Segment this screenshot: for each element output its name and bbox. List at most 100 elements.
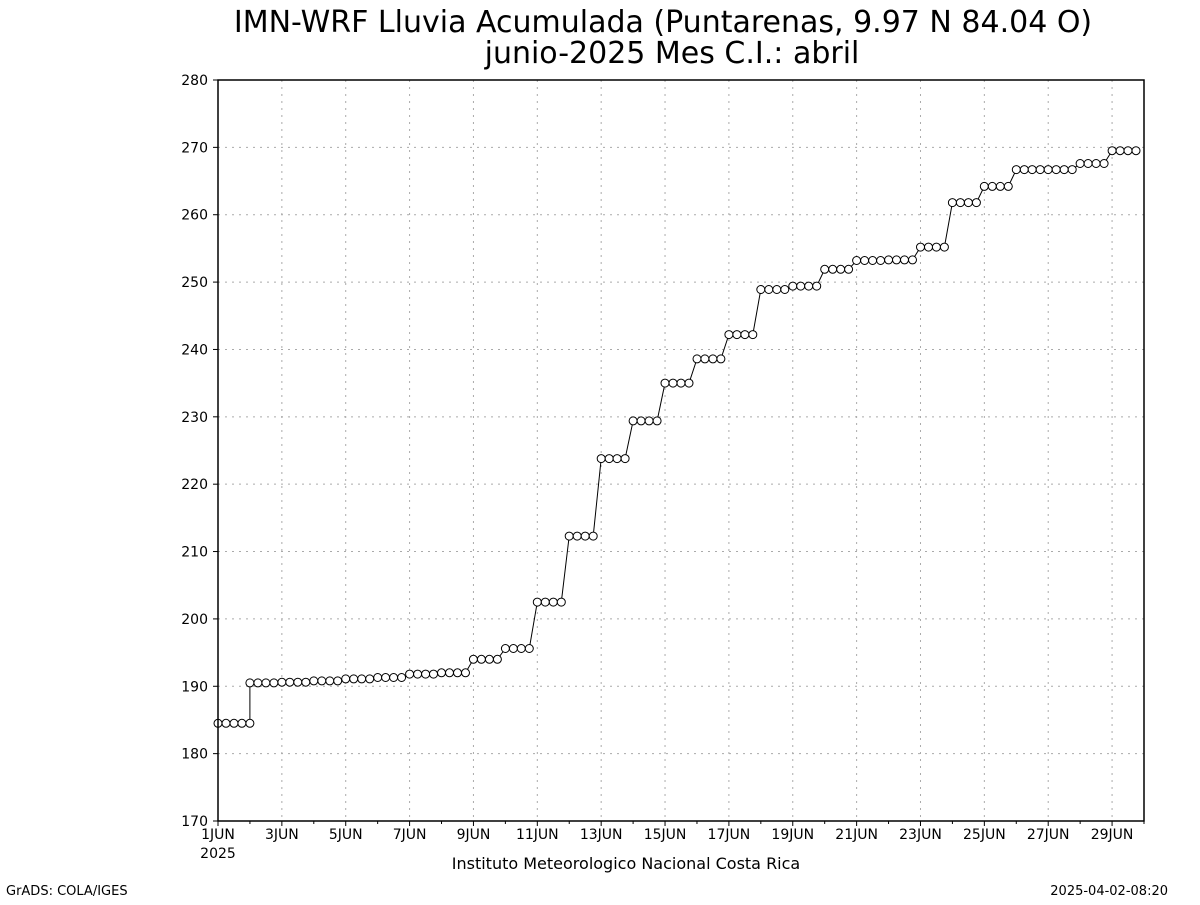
data-point (588, 531, 598, 541)
data-point (1027, 165, 1037, 175)
data-point (453, 668, 462, 678)
data-point (572, 531, 582, 541)
data-point (508, 644, 518, 653)
data-point (445, 668, 454, 678)
data-point (1067, 165, 1077, 175)
data-point (628, 416, 638, 426)
data-point (580, 531, 590, 541)
data-point (349, 674, 359, 684)
series-layer (213, 146, 1141, 728)
x-tick-label: 21JUN (835, 827, 878, 843)
data-point (931, 242, 941, 252)
data-point (333, 676, 343, 686)
data-point (596, 454, 606, 464)
data-point (1115, 146, 1125, 156)
footer-software: GrADS: COLA/IGES (6, 884, 128, 899)
data-point (1035, 165, 1045, 175)
data-point (900, 255, 909, 265)
x-tick-label: 7JUN (393, 827, 427, 843)
x-tick-label: 11JUN (516, 827, 559, 843)
data-point (772, 285, 782, 294)
data-point (939, 242, 949, 252)
y-tick-label: 250 (181, 275, 208, 291)
x-tick-label: 17JUN (708, 827, 751, 843)
y-tick-label: 190 (181, 679, 208, 695)
data-point (676, 378, 686, 388)
data-point (500, 644, 510, 653)
data-point (884, 255, 894, 265)
data-point (1131, 146, 1141, 156)
data-point (492, 654, 502, 664)
data-point (1019, 165, 1029, 175)
data-point (1051, 165, 1061, 175)
data-point (1075, 159, 1085, 168)
data-point (341, 674, 351, 684)
data-point (916, 242, 925, 252)
y-tick-label: 180 (181, 747, 208, 763)
series-line (218, 150, 1136, 724)
data-point (780, 285, 790, 294)
data-point (756, 285, 766, 294)
data-point (317, 676, 327, 686)
data-point (844, 264, 854, 274)
data-point (413, 669, 423, 679)
data-point (484, 654, 494, 664)
data-point (285, 677, 295, 687)
data-point (429, 669, 438, 679)
y-tick-label: 230 (181, 410, 208, 426)
footer-timestamp: 2025-04-02-08:20 (1050, 884, 1168, 899)
data-point (971, 198, 981, 208)
x-tick-label: 29JUN (1091, 827, 1134, 843)
data-point (269, 678, 279, 688)
data-point (468, 654, 478, 664)
data-point (421, 669, 431, 679)
x-tick-label: 27JUN (1027, 827, 1070, 843)
x-tick-label: 19JUN (771, 827, 814, 843)
data-point (405, 669, 415, 679)
data-point (876, 256, 886, 265)
data-point (668, 378, 678, 388)
data-point (516, 644, 526, 653)
data-point (532, 597, 542, 607)
data-point (955, 198, 965, 208)
data-point (397, 673, 407, 682)
data-point (1003, 181, 1013, 191)
data-point (963, 198, 973, 208)
data-point (868, 256, 878, 265)
data-point (820, 264, 830, 274)
plot-frame (217, 79, 1145, 822)
x-tick-label: 23JUN (899, 827, 942, 843)
data-point (301, 677, 311, 687)
footer-institution: Instituto Meteorologico Nacional Costa R… (452, 854, 800, 873)
data-point (437, 668, 446, 678)
data-point (924, 242, 933, 252)
data-point (1083, 159, 1093, 168)
data-point (1091, 159, 1101, 168)
x-axis: 1JUN 3JUN 5JUN 7JUN 9JUN 11JUN 13JUN 15JUN 17JUN… (201, 821, 1145, 843)
x-tick-label: 3JUN (265, 827, 299, 843)
y-tick-label: 280 (181, 73, 208, 89)
data-point (476, 654, 486, 664)
data-point (237, 718, 247, 728)
data-point (804, 281, 814, 291)
data-point (860, 256, 870, 265)
data-point (947, 198, 957, 208)
data-point (1011, 165, 1021, 175)
data-point (995, 181, 1005, 191)
grid-lines (218, 80, 1144, 821)
y-tick-label: 240 (181, 342, 208, 358)
data-point (788, 281, 798, 291)
data-point (724, 330, 734, 340)
data-point (556, 597, 566, 607)
data-point (365, 674, 375, 684)
x-tick-label: 1JUN (201, 827, 235, 843)
data-point (684, 378, 694, 388)
data-point (253, 678, 263, 688)
data-point (604, 454, 614, 464)
data-point (1059, 165, 1069, 175)
data-point (700, 354, 710, 364)
x-tick-label: 25JUN (963, 827, 1006, 843)
data-point (357, 674, 367, 684)
